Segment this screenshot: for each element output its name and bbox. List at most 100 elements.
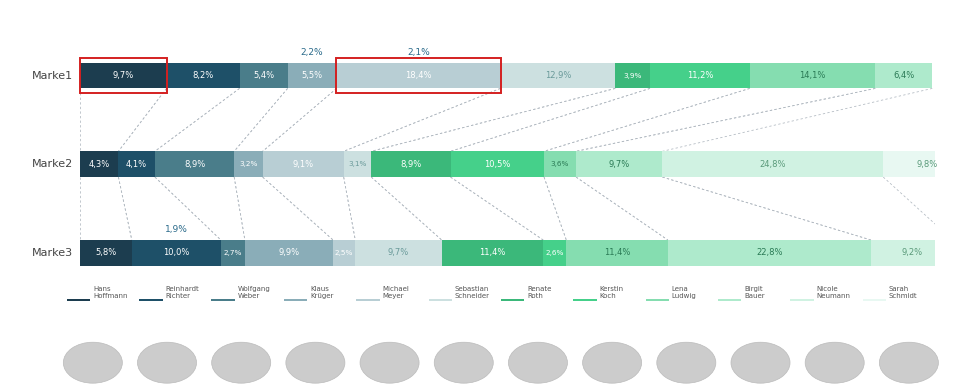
Bar bbox=[233, 151, 262, 177]
Ellipse shape bbox=[63, 342, 122, 383]
Text: 5,5%: 5,5% bbox=[301, 71, 322, 80]
Bar bbox=[500, 299, 524, 301]
Ellipse shape bbox=[286, 342, 345, 383]
Bar bbox=[566, 240, 667, 266]
Ellipse shape bbox=[212, 342, 271, 383]
Bar bbox=[335, 58, 500, 93]
Text: Marke3: Marke3 bbox=[31, 248, 73, 258]
Bar bbox=[649, 63, 749, 89]
Bar bbox=[167, 63, 239, 89]
Bar bbox=[139, 299, 162, 301]
Bar bbox=[870, 240, 952, 266]
Text: Sarah
Schmidt: Sarah Schmidt bbox=[888, 286, 917, 299]
Text: 8,2%: 8,2% bbox=[193, 71, 213, 80]
Bar bbox=[576, 151, 661, 177]
Bar bbox=[371, 151, 450, 177]
Bar bbox=[333, 240, 355, 266]
Text: 4,3%: 4,3% bbox=[89, 160, 110, 169]
Text: 9,7%: 9,7% bbox=[608, 160, 629, 169]
Bar bbox=[80, 63, 167, 89]
Bar bbox=[645, 299, 668, 301]
Bar bbox=[661, 151, 882, 177]
Text: 2,5%: 2,5% bbox=[335, 250, 353, 256]
Bar bbox=[882, 151, 953, 177]
Bar bbox=[132, 240, 220, 266]
Text: 10,0%: 10,0% bbox=[163, 248, 190, 257]
Text: 11,2%: 11,2% bbox=[686, 71, 712, 80]
Text: Reinhardt
Richter: Reinhardt Richter bbox=[165, 286, 199, 299]
Text: 9,9%: 9,9% bbox=[278, 248, 299, 257]
Text: 11,4%: 11,4% bbox=[603, 248, 630, 257]
Bar bbox=[343, 151, 371, 177]
Text: 9,2%: 9,2% bbox=[901, 248, 922, 257]
Text: 9,7%: 9,7% bbox=[388, 248, 409, 257]
Text: 11,4%: 11,4% bbox=[478, 248, 505, 257]
Ellipse shape bbox=[582, 342, 641, 383]
Text: Nicole
Neumann: Nicole Neumann bbox=[816, 286, 850, 299]
Text: Lena
Ludwig: Lena Ludwig bbox=[671, 286, 696, 299]
Bar bbox=[154, 151, 233, 177]
Bar bbox=[118, 151, 154, 177]
Text: 2,6%: 2,6% bbox=[545, 250, 563, 256]
Text: 9,8%: 9,8% bbox=[915, 160, 937, 169]
Text: Hans
Hoffmann: Hans Hoffmann bbox=[93, 286, 128, 299]
Bar bbox=[789, 299, 813, 301]
Bar bbox=[355, 240, 441, 266]
Bar bbox=[80, 240, 132, 266]
Bar bbox=[749, 63, 874, 89]
Bar bbox=[212, 299, 234, 301]
Bar bbox=[283, 299, 307, 301]
Bar bbox=[615, 63, 649, 89]
Bar bbox=[441, 240, 542, 266]
Text: 24,8%: 24,8% bbox=[759, 160, 785, 169]
Text: Marke2: Marke2 bbox=[31, 159, 73, 169]
Text: 3,9%: 3,9% bbox=[623, 73, 641, 78]
Ellipse shape bbox=[359, 342, 418, 383]
Ellipse shape bbox=[879, 342, 938, 383]
Bar bbox=[239, 63, 287, 89]
Bar bbox=[500, 63, 615, 89]
Text: Birgit
Bauer: Birgit Bauer bbox=[743, 286, 764, 299]
Text: Michael
Meyer: Michael Meyer bbox=[382, 286, 409, 299]
Ellipse shape bbox=[730, 342, 789, 383]
Bar bbox=[428, 299, 452, 301]
Text: 4,1%: 4,1% bbox=[126, 160, 147, 169]
Text: 8,9%: 8,9% bbox=[184, 160, 205, 169]
Bar bbox=[336, 63, 500, 89]
Text: 3,6%: 3,6% bbox=[550, 161, 569, 167]
Text: 8,9%: 8,9% bbox=[400, 160, 421, 169]
Text: 9,7%: 9,7% bbox=[112, 71, 133, 80]
Text: 18,4%: 18,4% bbox=[405, 71, 432, 80]
Text: 14,1%: 14,1% bbox=[799, 71, 824, 80]
Text: 6,4%: 6,4% bbox=[892, 71, 913, 80]
Ellipse shape bbox=[508, 342, 567, 383]
Text: 3,2%: 3,2% bbox=[239, 161, 257, 167]
Bar bbox=[287, 63, 336, 89]
Text: 22,8%: 22,8% bbox=[756, 248, 781, 257]
Text: 12,9%: 12,9% bbox=[544, 71, 571, 80]
Bar bbox=[573, 299, 596, 301]
Bar bbox=[543, 151, 576, 177]
Text: 5,8%: 5,8% bbox=[95, 248, 116, 257]
Text: Sebastian
Schneider: Sebastian Schneider bbox=[455, 286, 489, 299]
Bar bbox=[874, 63, 931, 89]
Text: 2,7%: 2,7% bbox=[223, 250, 242, 256]
Text: 3,1%: 3,1% bbox=[348, 161, 366, 167]
Bar bbox=[542, 240, 566, 266]
Bar bbox=[67, 299, 91, 301]
Text: Kerstin
Koch: Kerstin Koch bbox=[598, 286, 623, 299]
Text: Marke1: Marke1 bbox=[31, 71, 73, 80]
Bar bbox=[862, 299, 885, 301]
Text: Klaus
Krüger: Klaus Krüger bbox=[310, 286, 334, 299]
Text: Renate
Roth: Renate Roth bbox=[527, 286, 551, 299]
Ellipse shape bbox=[137, 342, 196, 383]
Bar bbox=[355, 299, 379, 301]
Text: 5,4%: 5,4% bbox=[253, 71, 274, 80]
Text: 2,2%: 2,2% bbox=[300, 48, 323, 57]
Bar bbox=[79, 58, 167, 93]
Bar bbox=[667, 240, 870, 266]
Bar bbox=[245, 240, 333, 266]
Ellipse shape bbox=[656, 342, 715, 383]
Bar bbox=[450, 151, 543, 177]
Text: 10,5%: 10,5% bbox=[483, 160, 510, 169]
